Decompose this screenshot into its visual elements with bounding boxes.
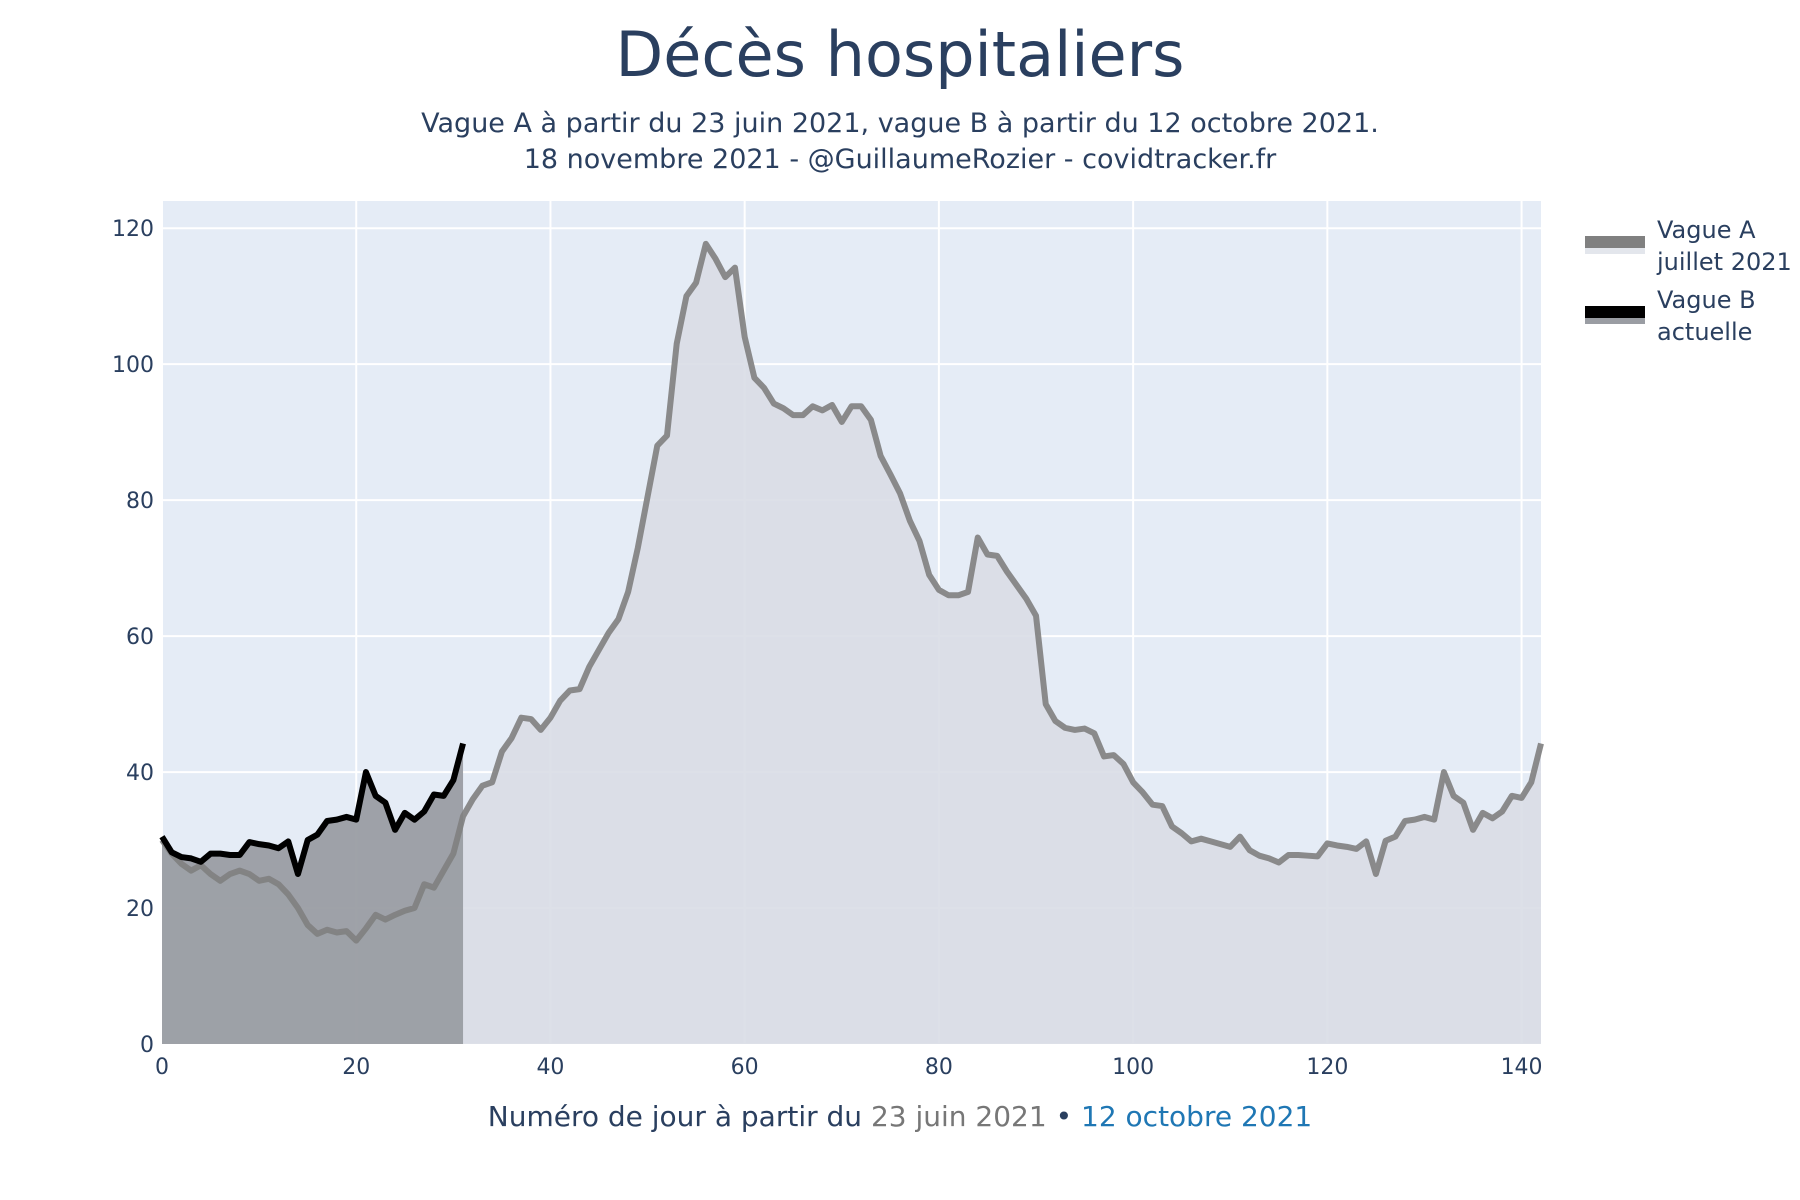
x-tick-label: 120 <box>1306 1055 1348 1080</box>
x-axis-label-prefix: Numéro de jour à partir du <box>487 1100 863 1133</box>
y-tick-label: 80 <box>126 489 154 514</box>
x-tick-label: 0 <box>155 1055 169 1080</box>
line-vague-a <box>159 240 1544 944</box>
area-vague-a <box>162 243 1541 1044</box>
x-tick-label: 40 <box>536 1055 564 1080</box>
legend-label-vague-b: Vague B actuelle <box>1657 284 1756 348</box>
x-tick-label: 20 <box>342 1055 370 1080</box>
series-layer <box>159 240 1544 1044</box>
x-tick-label: 100 <box>1112 1055 1154 1080</box>
x-axis-label: Numéro de jour à partir du 23 juin 2021 … <box>0 1100 1800 1133</box>
legend-swatch-vague-a <box>1585 236 1645 248</box>
chart-subtitle: Vague A à partir du 23 juin 2021, vague … <box>421 108 1379 139</box>
chart-source-line: 18 novembre 2021 - @GuillaumeRozier - co… <box>523 144 1277 175</box>
legend-label-vague-b-line2: actuelle <box>1657 318 1753 346</box>
area-vague-b <box>162 743 464 1044</box>
x-axis-label-date-b: 12 octobre 2021 <box>1081 1100 1313 1133</box>
y-tick-label: 60 <box>126 625 154 650</box>
x-tick-label: 140 <box>1501 1055 1543 1080</box>
chart-title: Décès hospitaliers <box>615 18 1185 91</box>
legend-label-vague-a: Vague A juillet 2021 <box>1657 214 1792 278</box>
y-tick-label: 100 <box>112 353 154 378</box>
x-tick-label: 60 <box>731 1055 759 1080</box>
axis-ticks: 0 20 40 60 80 100 120 140 0 20 40 60 80 100 120 <box>112 217 1543 1080</box>
y-tick-label: 0 <box>140 1033 154 1058</box>
line-vague-b <box>159 742 466 878</box>
x-axis-label-separator: • <box>1055 1100 1073 1133</box>
legend-label-vague-a-line2: juillet 2021 <box>1657 248 1792 276</box>
legend-swatch-vague-b <box>1585 306 1645 318</box>
legend-label-vague-a-line1: Vague A <box>1657 216 1756 244</box>
y-tick-label: 20 <box>126 897 154 922</box>
x-axis-label-date-a: 23 juin 2021 <box>870 1100 1047 1133</box>
legend-label-vague-b-line1: Vague B <box>1657 286 1756 314</box>
y-tick-label: 40 <box>126 761 154 786</box>
x-tick-label: 80 <box>925 1055 953 1080</box>
y-tick-label: 120 <box>112 217 154 242</box>
